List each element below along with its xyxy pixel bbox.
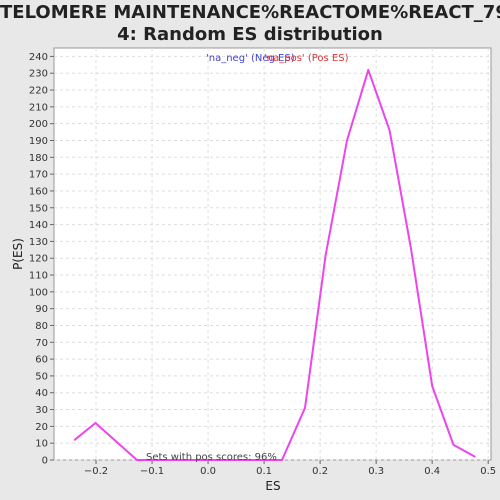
y-tick-label: 20 [35,422,48,433]
y-tick-label: 170 [29,170,48,181]
y-tick-label: 220 [29,86,48,97]
y-tick-label: 210 [29,102,48,113]
x-tick-label: 0.5 [480,466,496,477]
y-tick-label: 180 [29,153,48,164]
x-tick-label: −0.1 [140,466,164,477]
y-tick-label: 190 [29,136,48,147]
data-point [346,140,348,142]
data-point [474,456,476,458]
x-tick-label: 0.2 [312,466,328,477]
y-tick-label: 150 [29,203,48,214]
annotation-pos-scores: Sets with pos scores: 96% [146,452,277,463]
data-point [367,69,369,71]
y-tick-label: 70 [35,338,48,349]
data-point [304,407,306,409]
x-tick-label: 0.3 [368,466,384,477]
x-tick-label: −0.2 [84,466,108,477]
y-axis-title: P(ES) [11,238,25,270]
y-tick-label: 110 [29,271,48,282]
data-point [453,444,455,446]
y-tick-label: 10 [35,439,48,450]
data-point [115,441,117,443]
data-point [431,385,433,387]
y-tick-label: 60 [35,355,48,366]
y-tick-label: 160 [29,186,48,197]
y-tick-label: 240 [29,52,48,63]
y-tick-label: 40 [35,388,48,399]
data-point [74,439,76,441]
x-tick-label: 0.1 [256,466,272,477]
y-tick-label: 230 [29,69,48,80]
data-point [136,459,138,461]
data-point [95,422,97,424]
y-tick-label: 0 [42,456,48,467]
y-tick-label: 100 [29,287,48,298]
y-tick-label: 200 [29,119,48,130]
y-tick-label: 130 [29,237,48,248]
plot-background [54,48,491,460]
x-axis-title: ES [265,479,280,493]
legend-pos: 'na_pos' (Pos ES) [264,53,349,64]
y-tick-label: 90 [35,304,48,315]
x-tick-label: 0.0 [200,466,216,477]
y-tick-label: 140 [29,220,48,231]
y-tick-label: 50 [35,371,48,382]
x-tick-label: 0.4 [424,466,440,477]
data-point [325,254,327,256]
data-point [281,459,283,461]
data-point [389,130,391,132]
y-tick-label: 120 [29,254,48,265]
y-tick-label: 80 [35,321,48,332]
data-point [410,247,412,249]
y-tick-label: 30 [35,405,48,416]
